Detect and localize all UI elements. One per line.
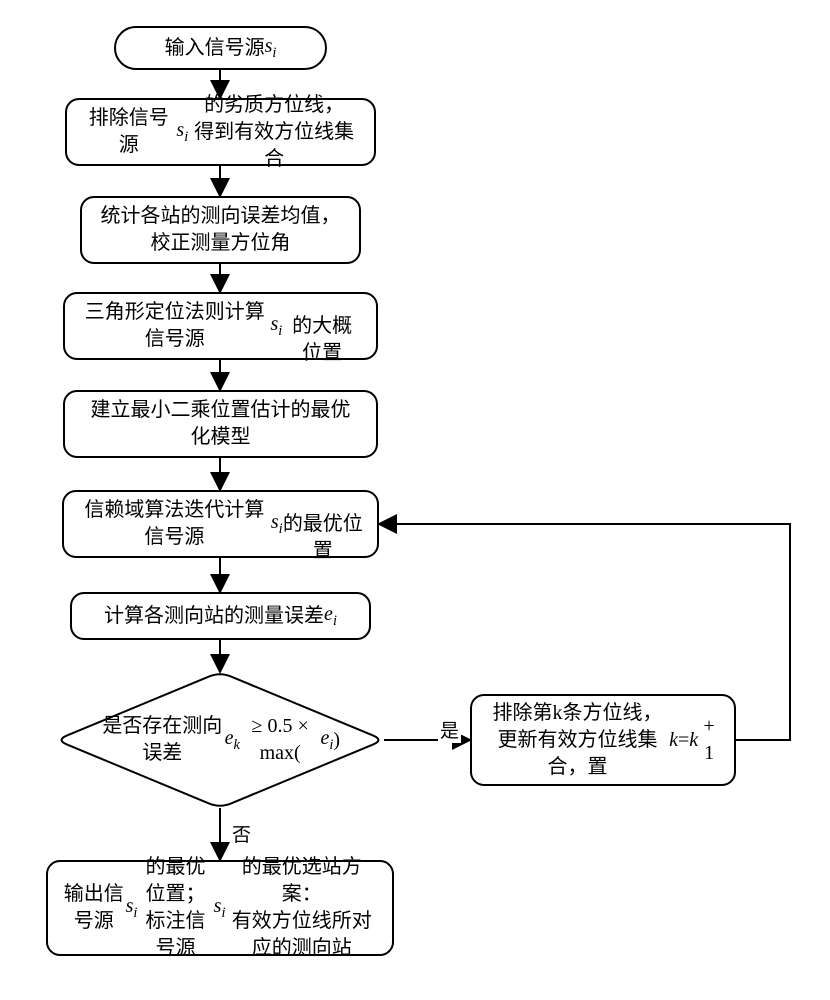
proc-build-lsq: 建立最小二乘位置估计的最优化模型 [63,390,378,458]
decision-text: 是否存在测向误差ek ≥ 0.5 × max(ei) [100,704,340,776]
proc-filter-bearings: 排除信号源 si 的劣质方位线，得到有效方位线集合 [65,98,376,166]
start-node: 输入信号源 si [114,26,327,70]
edge-label-8: 否 [230,820,253,847]
proc-exclude-k: 排除第k条方位线，更新有效方位线集合，置k = k + 1 [470,694,736,786]
proc-trust-region: 信赖域算法迭代计算信号源 si的最优位置 [62,490,379,558]
output-node: 输出信号源 si 的最优位置；标注信号源 si 的最优选站方案：有效方位线所对应… [46,860,394,956]
edge-label-7: 是 [438,716,461,743]
proc-compute-ei: 计算各测向站的测量误差 ei [70,592,371,640]
decision-node [62,674,379,805]
proc-compute-error-mean: 统计各站的测向误差均值，校正测量方位角 [80,196,361,264]
proc-triangulate: 三角形定位法则计算信号源 si的大概位置 [63,292,378,360]
